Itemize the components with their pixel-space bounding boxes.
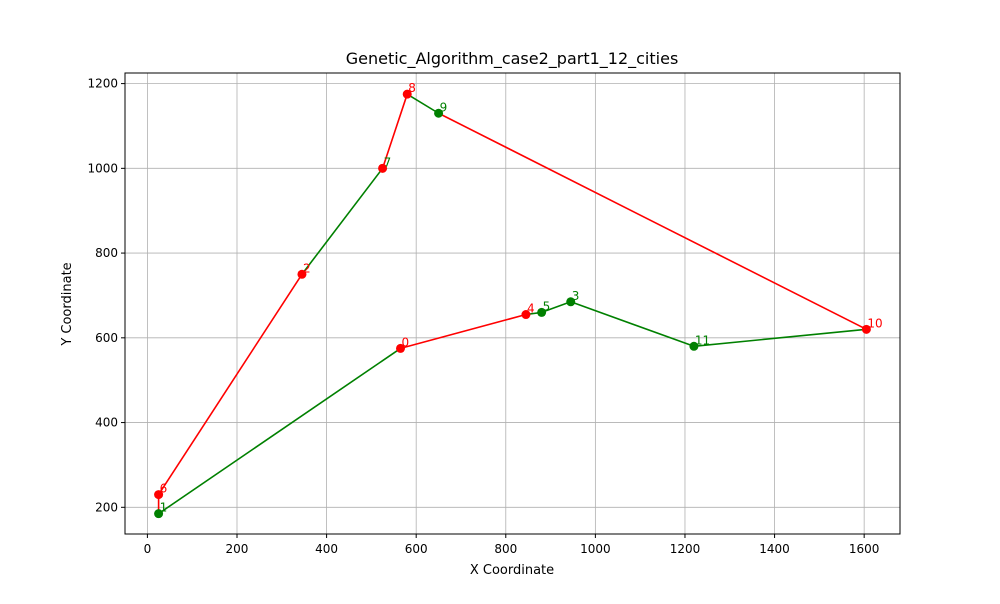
city-point-4	[521, 310, 531, 320]
city-label-1: 1	[160, 501, 168, 515]
x-tick-label: 200	[226, 542, 249, 556]
city-label-0: 0	[402, 335, 410, 349]
route-segment-1-0	[158, 347, 401, 515]
city-point-11	[689, 341, 699, 351]
city-label-4: 4	[527, 302, 535, 316]
city-point-1	[154, 509, 164, 519]
route-segments	[157, 93, 867, 515]
plot-frame	[124, 72, 901, 535]
route-segment-5-3	[541, 301, 572, 314]
city-label-5: 5	[543, 299, 551, 313]
route-segment-0-4	[400, 313, 527, 350]
city-point-9	[434, 108, 444, 118]
city-points	[154, 89, 871, 519]
city-point-0	[396, 343, 406, 353]
city-label-10: 10	[867, 316, 882, 330]
x-tick-label: 400	[315, 542, 338, 556]
route-segment-9-8	[406, 93, 439, 114]
x-tick-label: 1600	[849, 542, 880, 556]
x-tick-label: 800	[494, 542, 517, 556]
x-axis-label: X Coordinate	[470, 563, 554, 578]
city-point-7	[378, 163, 388, 173]
x-tick-label: 1000	[580, 542, 611, 556]
city-label-8: 8	[408, 81, 416, 95]
y-tick-label: 600	[95, 331, 118, 345]
city-point-3	[566, 297, 576, 307]
route-segment-3-11	[570, 301, 695, 348]
y-axis-ticks: 200 400 600 800 1000 1200	[87, 77, 125, 514]
chart-title: Genetic_Algorithm_case2_part1_12_cities	[346, 49, 679, 69]
grid-layer	[125, 73, 900, 534]
x-axis-ticks: 0 200 400 600 800 1000 1200 1400 1600	[144, 534, 880, 556]
city-point-2	[297, 269, 307, 279]
y-tick-label: 200	[95, 500, 118, 514]
city-label-6: 6	[160, 482, 168, 496]
city-label-7: 7	[384, 155, 392, 169]
city-point-8	[402, 89, 412, 99]
route-segment-11-10	[693, 328, 867, 348]
y-axis-label: Y Coordinate	[60, 262, 75, 346]
route-segment-2-6	[157, 273, 303, 496]
x-tick-label: 0	[144, 542, 152, 556]
city-labels: 0 1 2 3 4 5 6 7 8 9 10 11	[160, 81, 883, 514]
city-point-6	[154, 490, 164, 500]
x-tick-label: 1400	[759, 542, 790, 556]
route-segment-8-7	[381, 93, 408, 169]
city-label-3: 3	[572, 289, 580, 303]
x-tick-label: 600	[405, 542, 428, 556]
y-tick-label: 1200	[87, 77, 118, 91]
route-segment-10-9	[438, 112, 867, 331]
y-tick-label: 800	[95, 246, 118, 260]
city-label-11: 11	[695, 333, 710, 347]
city-label-2: 2	[303, 261, 311, 275]
city-label-9: 9	[440, 100, 448, 114]
city-point-10	[861, 324, 871, 334]
route-segment-7-2	[301, 167, 384, 275]
x-tick-label: 1200	[670, 542, 701, 556]
city-point-5	[537, 307, 547, 317]
y-tick-label: 1000	[87, 161, 118, 175]
y-tick-label: 400	[95, 416, 118, 430]
